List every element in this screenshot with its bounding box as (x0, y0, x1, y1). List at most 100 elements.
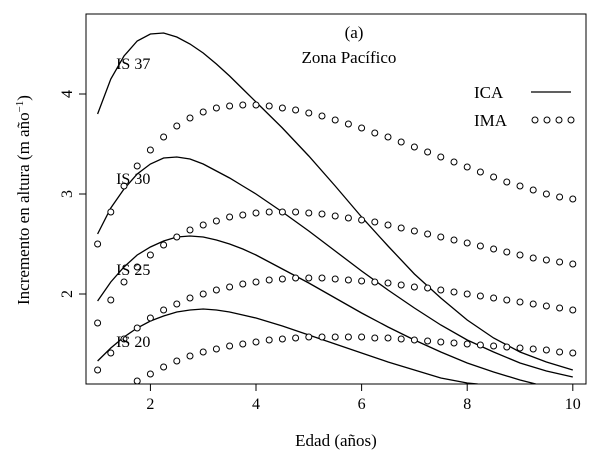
ima-marker (186, 352, 194, 360)
ima-marker (397, 281, 405, 289)
ima-marker (278, 208, 286, 216)
panel-label: (a) (345, 23, 364, 42)
ima-marker (226, 213, 234, 221)
annotation-layer: IS 37 IS 30 IS 25 IS 20 (116, 56, 150, 351)
curve-annotation: IS 37 (116, 56, 150, 73)
ima-marker (212, 286, 220, 294)
ima-marker (384, 133, 392, 141)
ima-marker (397, 224, 405, 232)
ima-marker (318, 112, 326, 120)
ima-marker (199, 290, 207, 298)
ima-marker (120, 278, 128, 286)
ima-marker (318, 274, 326, 282)
y-axis-label-group: Incremento en altura (m año−1) (14, 95, 33, 305)
ima-marker (265, 102, 273, 110)
ima-marker (344, 333, 352, 341)
ima-marker (186, 114, 194, 122)
ima-marker (384, 334, 392, 342)
ima-marker (133, 377, 141, 384)
ima-marker (542, 302, 550, 310)
ima-marker (305, 274, 313, 282)
ima-marker (569, 306, 577, 314)
ima-marker (318, 210, 326, 218)
chart-title: Zona Pacífico (302, 48, 397, 67)
ima-marker (160, 133, 168, 141)
ima-marker (146, 370, 154, 378)
ima-marker (516, 344, 524, 352)
x-tick-label: 4 (252, 396, 260, 413)
ima-marker (292, 208, 300, 216)
ima-marker (186, 294, 194, 302)
ima-marker (542, 256, 550, 264)
ima-marker (331, 333, 339, 341)
ima-marker (529, 254, 537, 262)
ima-marker (476, 341, 484, 349)
ica-curve-2 (97, 235, 536, 384)
ima-marker (569, 195, 577, 203)
ima-marker (94, 366, 102, 374)
ima-marker (173, 122, 181, 130)
ima-marker (529, 300, 537, 308)
ima-marker (226, 102, 234, 110)
ima-marker (437, 153, 445, 161)
ima-marker (292, 334, 300, 342)
ima-marker (397, 138, 405, 146)
ima-marker (503, 343, 511, 351)
ima-marker (463, 239, 471, 247)
ima-marker (199, 221, 207, 229)
legend-marker-ima (543, 116, 551, 124)
legend-label-ica: ICA (474, 83, 504, 102)
ima-marker (212, 345, 220, 353)
ima-marker (410, 283, 418, 291)
ima-marker (529, 345, 537, 353)
x-tick-label: 10 (565, 396, 581, 413)
ima-marker (252, 209, 260, 217)
ima-marker (384, 279, 392, 287)
ima-marker (239, 211, 247, 219)
ima-marker (463, 290, 471, 298)
ima-marker (410, 227, 418, 235)
ima-marker (278, 335, 286, 343)
legend-label-ima: IMA (474, 111, 508, 130)
ima-marker (371, 278, 379, 286)
ima-marker (542, 346, 550, 354)
ima-marker (173, 300, 181, 308)
ima-marker (371, 129, 379, 137)
ima-marker (160, 241, 168, 249)
y-tick-label: 4 (59, 90, 76, 98)
ima-marker (569, 260, 577, 268)
ima-marker (305, 209, 313, 217)
curve-annotation: IS 25 (116, 262, 150, 279)
legend-marker-ima (555, 116, 563, 124)
ima-marker (450, 288, 458, 296)
ima-marker (146, 251, 154, 259)
ima-marker (450, 236, 458, 244)
ima-marker (424, 148, 432, 156)
ica-curve-3 (97, 308, 478, 384)
ima-marker (556, 258, 564, 266)
ima-marker (318, 333, 326, 341)
ima-marker (331, 275, 339, 283)
ima-marker (358, 216, 366, 224)
ima-marker (344, 214, 352, 222)
ima-marker (239, 101, 247, 109)
ima-marker (94, 319, 102, 327)
ica-curve-1 (97, 156, 573, 378)
ima-marker (173, 233, 181, 241)
ima-marker (199, 348, 207, 356)
ima-marker (107, 208, 115, 216)
ima-marker (463, 163, 471, 171)
ima-marker (265, 336, 273, 344)
ima-marker (424, 230, 432, 238)
ima-marker (437, 338, 445, 346)
ima-marker (556, 193, 564, 201)
ima-marker (503, 296, 511, 304)
ima-marker (212, 104, 220, 112)
legend-marker-ima (531, 116, 539, 124)
ima-marker (529, 186, 537, 194)
ima-marker (226, 342, 234, 350)
x-axis-label: Edad (años) (295, 431, 377, 450)
ima-marker (107, 349, 115, 357)
y-tick-label: 3 (59, 190, 76, 198)
